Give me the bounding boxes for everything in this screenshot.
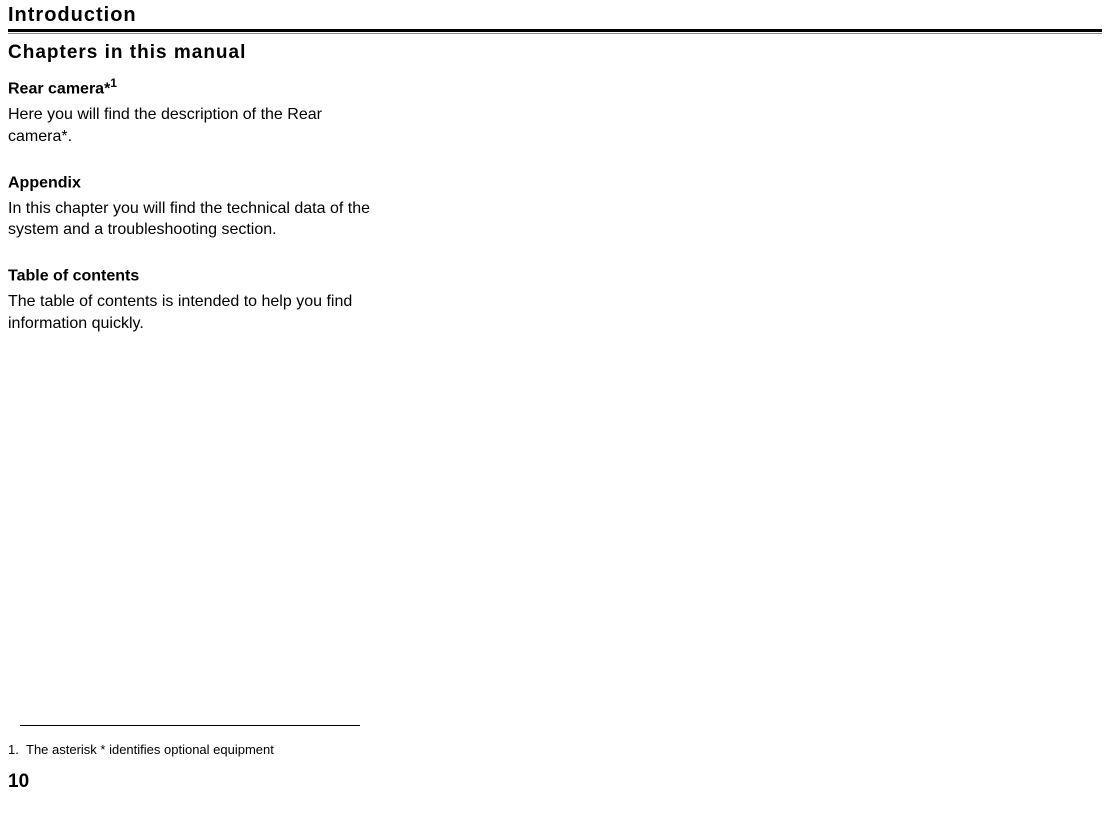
chapter-title-text: Rear camera* xyxy=(8,80,110,97)
chapter-item-desc: In this chapter you will find the techni… xyxy=(8,198,378,241)
footnote-body: The asterisk * identifies optional equip… xyxy=(26,742,274,757)
chapter-item: Appendix In this chapter you will find t… xyxy=(8,170,378,242)
footnote-number: 1. xyxy=(8,742,26,757)
footnote-area: 1.The asterisk * identifies optional equ… xyxy=(8,725,360,793)
page-number: 10 xyxy=(8,771,360,793)
header-rule-thin xyxy=(8,33,1102,34)
chapter-item: Rear camera*1 Here you will find the des… xyxy=(8,76,378,148)
header-title: Introduction xyxy=(8,4,1102,27)
chapter-item-title: Rear camera*1 xyxy=(8,76,378,98)
chapter-item: Table of contents The table of contents … xyxy=(8,263,378,335)
section-title: Chapters in this manual xyxy=(8,42,378,64)
footnote-text: 1.The asterisk * identifies optional equ… xyxy=(8,742,360,757)
chapter-title-text: Appendix xyxy=(8,174,81,191)
page-header: Introduction xyxy=(8,4,1102,32)
chapter-item-title: Table of contents xyxy=(8,263,378,285)
footnote-rule xyxy=(20,725,360,726)
chapter-title-text: Table of contents xyxy=(8,267,139,284)
chapter-item-desc: Here you will find the description of th… xyxy=(8,104,378,147)
chapter-item-desc: The table of contents is intended to hel… xyxy=(8,291,378,334)
footnote-ref: 1 xyxy=(110,76,117,90)
content-column: Chapters in this manual Rear camera*1 He… xyxy=(8,42,378,335)
chapter-item-title: Appendix xyxy=(8,170,378,192)
